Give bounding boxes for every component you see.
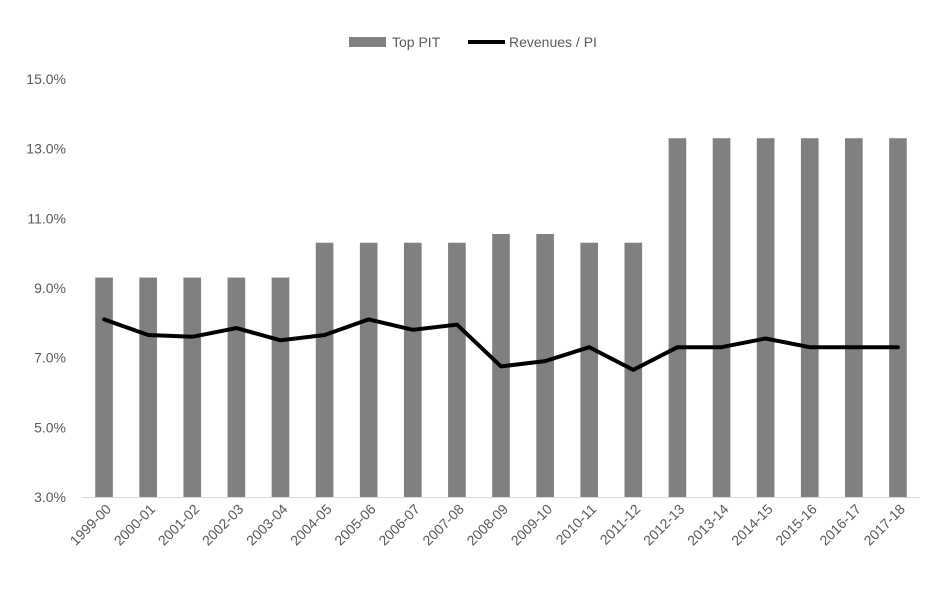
bar-top-pit — [228, 278, 246, 497]
y-tick-label: 15.0% — [26, 71, 66, 87]
x-tick-label: 2003-04 — [243, 501, 291, 549]
bar-top-pit — [448, 243, 466, 497]
bar-top-pit — [95, 278, 113, 497]
x-tick-label: 2004-05 — [287, 501, 335, 549]
bar-top-pit — [713, 138, 731, 497]
y-tick-label: 3.0% — [34, 489, 66, 505]
y-tick-label: 13.0% — [26, 141, 66, 157]
x-tick-label: 2007-08 — [419, 501, 467, 549]
x-tick-label: 2008-09 — [463, 501, 511, 549]
x-tick-label: 2014-15 — [728, 501, 776, 549]
x-tick-label: 2009-10 — [508, 501, 556, 549]
legend: Top PIT Revenues / PI — [349, 34, 597, 50]
y-tick-label: 7.0% — [34, 350, 66, 366]
x-axis: 1999-002000-012001-022002-032003-042004-… — [67, 498, 920, 549]
bar-top-pit — [272, 278, 290, 497]
bar-top-pit — [801, 138, 819, 497]
bar-top-pit — [404, 243, 422, 497]
legend-label-top-pit: Top PIT — [392, 34, 441, 50]
bar-top-pit — [580, 243, 598, 497]
y-tick-label: 5.0% — [34, 419, 66, 435]
x-tick-label: 2012-13 — [640, 501, 688, 549]
x-tick-label: 2017-18 — [860, 501, 908, 549]
y-tick-label: 11.0% — [27, 210, 66, 226]
x-tick-label: 1999-00 — [67, 501, 115, 549]
x-tick-label: 2016-17 — [816, 501, 864, 549]
bar-top-pit — [183, 278, 201, 497]
y-tick-label: 9.0% — [34, 280, 66, 296]
bar-top-pit — [757, 138, 775, 497]
x-tick-label: 2015-16 — [772, 501, 820, 549]
x-tick-label: 2002-03 — [199, 501, 247, 549]
x-tick-label: 2005-06 — [331, 501, 379, 549]
bar-top-pit — [360, 243, 378, 497]
x-tick-label: 2001-02 — [155, 501, 203, 549]
x-tick-label: 2000-01 — [111, 501, 159, 549]
bar-top-pit — [316, 243, 334, 497]
legend-label-revenues-pi: Revenues / PI — [509, 34, 597, 50]
x-tick-label: 2010-11 — [552, 501, 599, 548]
x-tick-label: 2013-14 — [684, 501, 732, 549]
bar-top-pit — [139, 278, 157, 497]
bar-top-pit — [536, 234, 554, 497]
bar-top-pit — [889, 138, 907, 497]
bar-top-pit — [845, 138, 863, 497]
y-axis: 3.0% 5.0% 7.0% 9.0% 11.0% 13.0% 15.0% — [26, 71, 66, 505]
bar-series — [95, 138, 907, 497]
legend-swatch-top-pit — [349, 37, 386, 47]
x-tick-label: 2006-07 — [375, 501, 423, 549]
bar-top-pit — [669, 138, 687, 497]
x-tick-label: 2011-12 — [597, 501, 644, 548]
